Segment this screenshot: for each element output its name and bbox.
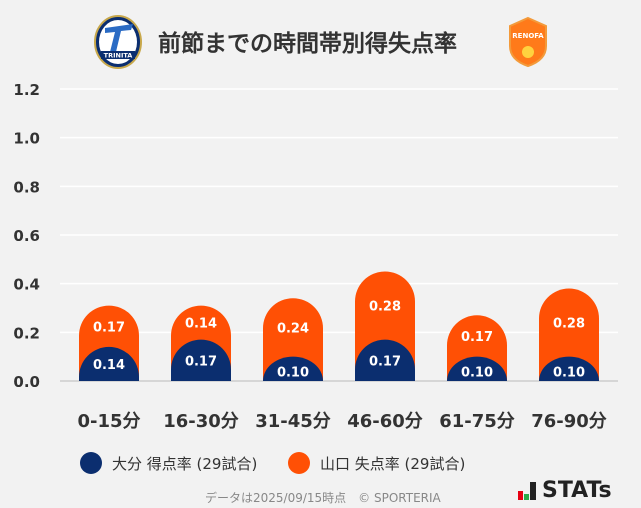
- away-logo-text: RENOFA: [512, 32, 544, 40]
- stacked-bar-chart: 0.0 0.2 0.4 0.6 0.8 1.0 1.2 0.17 0.14 0-15分 0.14 0.…: [13, 81, 618, 432]
- bar-oita: [79, 346, 139, 381]
- legend-label: 大分 得点率 (29試合): [112, 454, 258, 473]
- y-tick-label: 0.2: [13, 324, 40, 342]
- bar-oita: [171, 339, 232, 381]
- bar-oita: [355, 339, 415, 381]
- data-label-oita: 0.14: [93, 358, 125, 373]
- x-tick-label: 61-75分: [439, 411, 515, 432]
- data-note: データは2025/09/15時点 © SPORTERIA: [205, 491, 441, 505]
- data-label-yamaguchi: 0.14: [185, 317, 217, 332]
- x-tick-label: 76-90分: [531, 411, 607, 432]
- x-tick-label: 16-30分: [163, 411, 239, 432]
- brand-text: STATs: [542, 478, 612, 503]
- legend-label: 山口 失点率 (29試合): [320, 454, 466, 473]
- stats-brand-logo: STATs: [518, 478, 612, 503]
- bar-logo-icon: [518, 481, 536, 500]
- legend-item-oita: 大分 得点率 (29試合): [80, 452, 257, 474]
- data-label-oita: 0.10: [461, 366, 493, 381]
- y-tick-label: 0.4: [13, 276, 40, 294]
- oita-trinita-logo: TRINITA: [93, 14, 143, 74]
- legend-swatch-orange: [288, 452, 310, 474]
- y-tick-label: 0.8: [13, 178, 40, 196]
- x-tick-label: 0-15分: [77, 411, 140, 432]
- y-tick-label: 1.2: [13, 81, 40, 99]
- x-tick-label: 31-45分: [255, 411, 331, 432]
- data-label-yamaguchi: 0.17: [461, 330, 493, 345]
- data-label-oita: 0.17: [185, 354, 217, 369]
- bar-oita: [447, 356, 507, 381]
- x-tick-label: 46-60分: [347, 411, 423, 432]
- data-label-yamaguchi: 0.24: [277, 321, 309, 336]
- y-tick-label: 0.6: [13, 227, 40, 245]
- chart-title: 前節までの時間帯別得失点率: [158, 31, 457, 57]
- legend-swatch-navy: [80, 452, 102, 474]
- home-logo-text: TRINITA: [104, 52, 133, 60]
- bar-yamaguchi: [539, 288, 599, 381]
- data-label-oita: 0.10: [277, 366, 309, 381]
- data-label-oita: 0.17: [369, 354, 401, 369]
- data-label-oita: 0.10: [553, 366, 585, 381]
- data-label-yamaguchi: 0.28: [553, 317, 585, 332]
- y-tick-label: 0.0: [13, 373, 40, 391]
- bar-oita: [539, 356, 599, 381]
- y-tick-label: 1.0: [13, 130, 40, 148]
- data-label-yamaguchi: 0.28: [369, 300, 401, 315]
- bar-oita: [263, 356, 323, 381]
- data-label-yamaguchi: 0.17: [93, 320, 125, 335]
- legend-item-yamaguchi: 山口 失点率 (29試合): [288, 452, 465, 474]
- renofa-yamaguchi-logo: RENOFA: [507, 16, 549, 72]
